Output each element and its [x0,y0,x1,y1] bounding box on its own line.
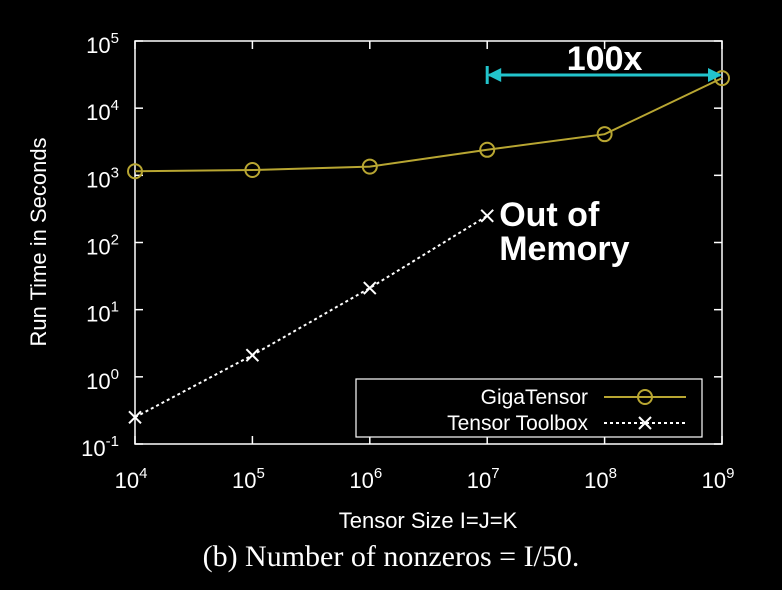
arrow-left-head [487,68,502,82]
legend-label-0: GigaTensor [481,386,588,409]
x-tick-label: 108 [584,465,617,493]
annotation-out-of-memory: Out of Memory [499,196,629,268]
data-point-x [480,209,494,223]
legend-label-1: Tensor Toolbox [447,412,588,435]
x-tick-label: 104 [115,465,148,493]
data-point-x [638,416,652,430]
arrow-right-head [708,68,722,82]
y-tick-label-exp: 3 [111,164,119,181]
data-point-circle [479,141,496,158]
data-point-circle [127,163,143,180]
x-tick-label: 106 [349,465,382,493]
x-tick-label: 105 [232,465,265,493]
y-tick-label: 103 [86,164,119,192]
data-point-x-stroke [363,281,377,295]
y-tick-label-base: 10 [86,33,110,58]
y-tick-label: 102 [86,232,119,260]
data-point-circle [637,389,653,405]
y-axis-label: Run Time in Seconds [26,137,51,346]
data-point-x-stroke [245,348,260,362]
x-tick-label-base: 10 [584,468,608,493]
x-tick-label-exp: 6 [374,465,382,482]
annotations: 100x Out of Memory [485,40,722,268]
annotation-100x: 100x [567,40,643,78]
x-tick-label-base: 10 [115,468,139,493]
data-point-x-stroke [480,209,494,223]
figure-caption: (b) Number of nonzeros = I/50. [202,540,580,573]
x-tick-label-base: 10 [467,468,491,493]
data-point-x-stroke [638,416,652,430]
x-tick-label-exp: 9 [726,465,734,482]
x-tick-label: 107 [467,465,500,493]
y-tick-label-base: 10 [86,100,110,125]
x-tick-label: 109 [702,465,735,493]
series-line-1 [134,214,488,419]
data-point-circle [244,162,261,179]
y-tick-label: 105 [86,30,119,58]
y-tick-label-base: 10 [86,235,110,260]
series-line-0 [134,77,723,173]
y-tick-label-exp: 5 [111,30,119,47]
annotation-out-of-memory-line: Out of [499,196,600,234]
data-point-circle [361,158,378,175]
x-axis-ticks: 104 105 106 107 108 109 [115,41,735,493]
legend-box [355,378,703,438]
data-point-x [128,410,142,424]
x-tick-label-exp: 7 [491,465,499,482]
x-tick-label-base: 10 [702,468,726,493]
y-tick-label: 104 [86,97,119,125]
y-tick-label-base: 10 [81,436,105,461]
y-tick-label-base: 10 [86,167,110,192]
x-tick-label-base: 10 [349,468,373,493]
y-tick-label-base: 10 [86,302,110,327]
x-tick-label-exp: 5 [256,465,264,482]
legend: GigaTensor Tensor Toolbox [355,378,703,438]
y-tick-label: 10-1 [81,433,119,461]
x-tick-label-exp: 4 [139,465,147,482]
y-tick-label: 101 [86,299,119,327]
y-tick-label-exp: 4 [111,97,119,114]
x-tick-label-exp: 8 [609,465,617,482]
y-tick-label-base: 10 [86,369,110,394]
data-point-x [245,348,260,362]
data-point-x [363,281,377,295]
y-tick-label-exp: 1 [111,299,119,316]
data-point-x-stroke [128,410,142,424]
x-axis-label: Tensor Size I=J=K [339,508,518,533]
y-tick-label-exp: 0 [111,366,119,383]
y-tick-label-exp: 2 [111,232,119,249]
series-group [127,70,730,424]
y-tick-label: 100 [86,366,119,394]
data-point-circle [596,126,613,143]
annotation-out-of-memory-line: Memory [499,230,629,268]
x-tick-label-base: 10 [232,468,256,493]
y-tick-label-exp: -1 [106,433,119,450]
